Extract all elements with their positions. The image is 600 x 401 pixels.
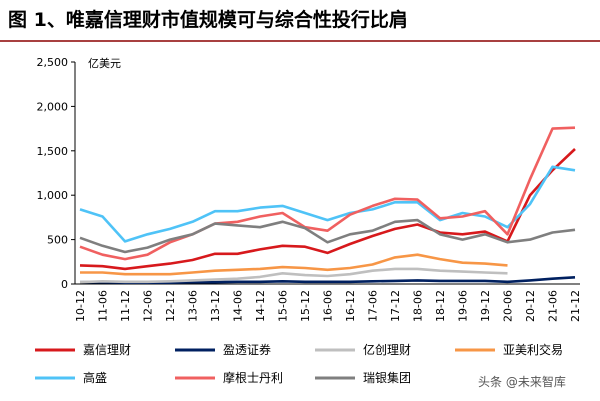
x-tick-label: 20-12	[524, 290, 537, 322]
x-tick-label: 13-12	[209, 290, 222, 322]
x-tick-label: 14-06	[232, 290, 245, 322]
x-tick-label: 19-06	[457, 290, 470, 322]
x-tick-label: 18-06	[412, 290, 425, 322]
legend-label: 瑞银集团	[363, 370, 411, 385]
legend-label: 亚美利交易	[503, 342, 563, 357]
x-tick-label: 16-12	[344, 290, 357, 322]
x-tick-label: 20-06	[502, 290, 515, 322]
y-tick-label: 0	[61, 278, 68, 291]
x-tick-label: 21-12	[569, 290, 582, 322]
x-tick-label: 17-12	[389, 290, 402, 322]
x-tick-label: 17-06	[367, 290, 380, 322]
y-tick-label: 1,000	[37, 189, 69, 202]
x-tick-label: 13-06	[187, 290, 200, 322]
chart-title: 图 1、唯嘉信理财市值规模可与综合性投行比肩	[8, 8, 408, 31]
x-tick-label: 18-12	[434, 290, 447, 322]
y-tick-label: 2,000	[37, 100, 69, 113]
y-tick-label: 500	[47, 234, 68, 247]
x-tick-label: 15-06	[277, 290, 290, 322]
y-axis-label: 亿美元	[88, 57, 121, 70]
y-tick-label: 1,500	[37, 145, 69, 158]
x-tick-label: 19-12	[479, 290, 492, 322]
legend-label: 高盛	[83, 370, 107, 385]
legend-label: 嘉信理财	[83, 343, 131, 357]
x-tick-label: 16-06	[322, 290, 335, 322]
x-tick-label: 12-12	[164, 290, 177, 322]
legend-label: 亿创理财	[363, 342, 411, 357]
x-tick-label: 10-12	[74, 290, 87, 322]
series-line	[79, 148, 576, 271]
x-tick-label: 11-12	[119, 290, 132, 322]
x-tick-label: 15-12	[299, 290, 312, 322]
x-tick-label: 21-06	[547, 290, 560, 322]
legend-label: 盈透证券	[223, 342, 271, 357]
series-line	[79, 267, 508, 284]
legend-label: 摩根士丹利	[223, 370, 283, 385]
x-tick-label: 14-12	[254, 290, 267, 322]
x-tick-label: 11-06	[97, 290, 110, 322]
series-line	[80, 253, 508, 276]
y-tick-label: 2,500	[37, 56, 69, 69]
series-line	[79, 218, 576, 254]
x-tick-label: 12-06	[142, 290, 155, 322]
watermark: 头条 @未来智库	[478, 374, 566, 389]
series-line	[79, 126, 576, 261]
